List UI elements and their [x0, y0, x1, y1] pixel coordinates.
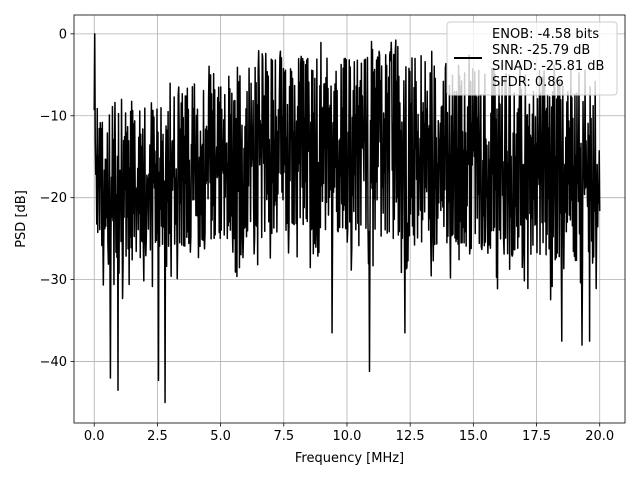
legend-entry-enob: ENOB: -4.58 bits — [492, 27, 599, 42]
x-tick-label: 7.5 — [273, 429, 294, 444]
x-tick-label: 17.5 — [522, 429, 551, 444]
legend-box — [446, 21, 618, 96]
x-tick-label: 0.0 — [84, 429, 105, 444]
plot-frame — [73, 14, 626, 424]
y-tick-label: 0 — [59, 27, 67, 42]
legend-entry-sinad: SINAD: -25.81 dB — [492, 59, 604, 74]
psd-series-line — [93, 33, 601, 404]
x-tick-label: 10.0 — [332, 429, 361, 444]
x-tick-label: 12.5 — [396, 429, 425, 444]
y-tick-label: −30 — [40, 273, 67, 288]
x-tick-label: 2.5 — [147, 429, 168, 444]
legend-entry-snr: SNR: -25.79 dB — [492, 43, 590, 58]
x-tick-label: 15.0 — [459, 429, 488, 444]
series-layer — [93, 33, 601, 404]
x-axis-ticks: 0.0 2.5 5.0 7.5 10.0 12.5 15.0 17.5 20.0 — [84, 423, 614, 444]
x-axis-label: Frequency [MHz] — [295, 451, 404, 466]
x-tick-label: 20.0 — [585, 429, 614, 444]
y-tick-label: −40 — [40, 355, 67, 370]
x-tick-label: 5.0 — [210, 429, 231, 444]
y-axis-label: PSD [dB] — [14, 190, 29, 248]
y-tick-label: −10 — [40, 109, 67, 124]
y-tick-label: −20 — [40, 191, 67, 206]
y-axis-ticks: 0 −10 −20 −30 −40 — [40, 27, 74, 370]
legend: ENOB: -4.58 bits SNR: -25.79 dB SINAD: -… — [446, 21, 618, 96]
legend-entry-sfdr: SFDR: 0.86 — [492, 75, 564, 90]
